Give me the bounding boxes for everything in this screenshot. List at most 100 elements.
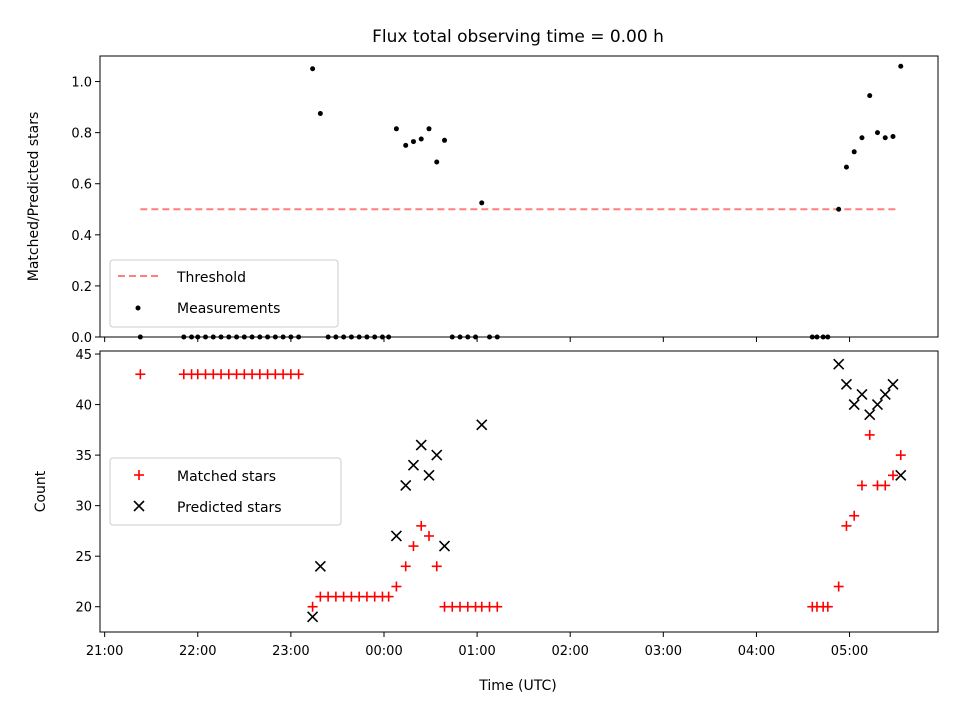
predicted-star-point xyxy=(415,439,427,451)
x-tick-label: 00:00 xyxy=(365,644,402,659)
predicted-star-point xyxy=(307,611,319,623)
matched-star-point xyxy=(293,369,304,380)
matched-star-point xyxy=(880,480,891,491)
y-tick-label: 1.0 xyxy=(71,76,92,91)
count-legend: Matched stars Predicted stars xyxy=(109,457,342,526)
measurement-point xyxy=(418,136,424,142)
measurement-point xyxy=(843,164,849,170)
measurement-point xyxy=(442,137,448,143)
predicted-star-point xyxy=(871,399,884,411)
predicted-star-point xyxy=(400,479,412,492)
matched-star-point xyxy=(856,480,867,491)
count-points-layer xyxy=(135,358,907,623)
matched-star-point xyxy=(895,450,906,461)
measurement-point xyxy=(410,139,416,145)
count-y-axis-label: Count xyxy=(33,470,49,512)
x-tick-label: 05:00 xyxy=(831,644,868,659)
y-tick-label: 0.4 xyxy=(71,229,92,244)
ratio-y-axis-label: Matched/Predicted stars xyxy=(26,112,42,282)
measurement-point xyxy=(836,206,842,212)
matched-star-point xyxy=(391,581,402,592)
measurement-point xyxy=(434,159,440,165)
ratio-panel: 0.0 0.2 0.4 0.6 0.8 1.0 Matched/Predicted sta… xyxy=(26,55,939,346)
measurement-point xyxy=(890,133,896,139)
y-tick-label: 0.8 xyxy=(71,127,92,142)
predicted-star-point xyxy=(895,469,907,481)
predicted-star-point xyxy=(848,399,860,411)
measurement-point xyxy=(403,142,409,148)
ratio-panel-frame xyxy=(99,55,939,338)
measurement-point xyxy=(898,63,904,69)
measurement-point xyxy=(426,126,432,132)
y-tick-label: 35 xyxy=(75,449,92,464)
x-tick-label: 03:00 xyxy=(645,644,682,659)
x-tick-label: 22:00 xyxy=(179,644,216,659)
predicted-star-point xyxy=(390,530,402,542)
matched-star-point xyxy=(841,520,852,531)
legend-predicted-swatch xyxy=(133,500,145,512)
x-tick-label: 21:00 xyxy=(86,644,123,659)
predicted-star-point xyxy=(879,388,891,401)
legend-predicted-label: Predicted stars xyxy=(177,500,282,516)
y-tick-label: 40 xyxy=(75,399,92,414)
measurement-point xyxy=(479,200,485,206)
ratio-legend: Threshold Measurements xyxy=(109,259,339,328)
count-x-ticks: 21:00 22:00 23:00 00:00 01:00 02:00 03:00 04:00… xyxy=(86,632,868,659)
matched-star-point xyxy=(408,541,419,552)
count-y-ticks: 20 25 30 35 40 45 xyxy=(75,348,100,616)
matched-star-point xyxy=(423,530,434,541)
predicted-star-point xyxy=(833,358,845,370)
measurement-point xyxy=(859,135,865,141)
x-tick-label: 02:00 xyxy=(551,644,588,659)
matched-star-point xyxy=(400,561,411,572)
measurement-point xyxy=(317,110,323,116)
predicted-star-point xyxy=(856,388,868,401)
legend-matched-swatch xyxy=(134,470,144,480)
legend-measurements-swatch xyxy=(135,305,141,311)
matched-star-point xyxy=(849,510,860,521)
matched-star-point xyxy=(887,470,898,481)
measurement-point xyxy=(851,149,857,155)
chart-title: Flux total observing time = 0.00 h xyxy=(372,27,664,47)
predicted-star-point xyxy=(423,469,435,481)
matched-star-point xyxy=(864,429,875,440)
matched-star-point xyxy=(431,561,442,572)
matched-star-point xyxy=(307,601,318,612)
matched-star-point xyxy=(492,601,503,612)
matched-star-point xyxy=(383,591,394,602)
x-tick-label: 04:00 xyxy=(738,644,775,659)
predicted-star-point xyxy=(438,540,451,552)
x-tick-label: 23:00 xyxy=(272,644,309,659)
ratio-x-ticks xyxy=(104,337,851,342)
legend-measurements-label: Measurements xyxy=(177,301,280,317)
predicted-star-point xyxy=(314,560,326,572)
legend-threshold-label: Threshold xyxy=(176,270,246,286)
measurement-point xyxy=(882,135,888,141)
predicted-star-point xyxy=(476,419,488,431)
predicted-star-point xyxy=(864,409,876,421)
measurement-point xyxy=(393,126,399,132)
y-tick-label: 0.6 xyxy=(71,178,92,193)
legend-matched-label: Matched stars xyxy=(177,469,276,485)
y-tick-label: 0.2 xyxy=(71,280,92,295)
ratio-y-ticks: 0.0 0.2 0.4 0.6 0.8 1.0 xyxy=(71,76,100,346)
y-tick-label: 0.0 xyxy=(71,331,92,346)
predicted-star-point xyxy=(887,378,899,390)
matched-star-point xyxy=(822,601,833,612)
measurement-point xyxy=(867,93,873,99)
matched-star-point xyxy=(416,520,427,531)
predicted-star-point xyxy=(407,459,420,471)
predicted-star-point xyxy=(431,449,443,461)
predicted-star-point xyxy=(840,378,853,390)
matched-star-point xyxy=(135,369,146,380)
x-tick-label: 01:00 xyxy=(458,644,495,659)
y-tick-label: 45 xyxy=(75,348,92,363)
measurement-point xyxy=(310,66,316,72)
y-tick-label: 30 xyxy=(75,500,92,515)
measurement-point xyxy=(874,130,880,136)
count-panel-frame xyxy=(99,350,939,633)
count-legend-box xyxy=(109,457,342,526)
x-axis-label: Time (UTC) xyxy=(478,678,556,694)
